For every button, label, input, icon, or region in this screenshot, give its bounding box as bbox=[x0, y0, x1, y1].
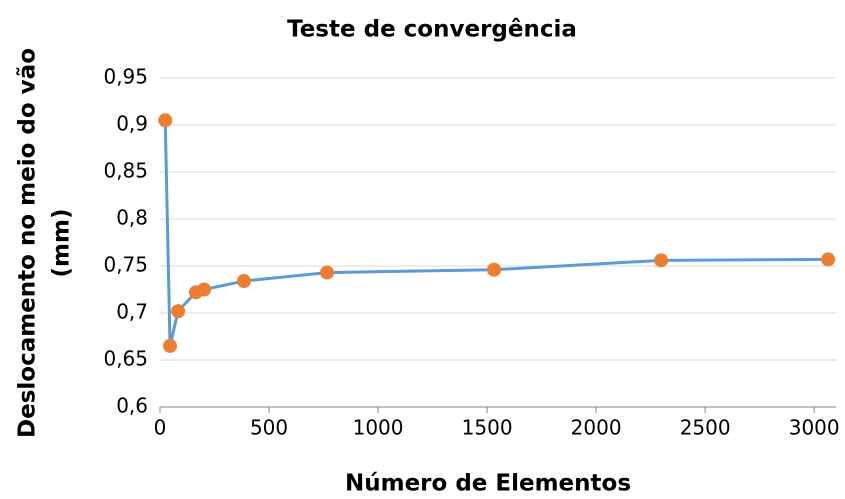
chart-title: Teste de convergência bbox=[287, 17, 577, 43]
x-tick-label: 3000 bbox=[789, 416, 840, 440]
series-line bbox=[163, 120, 829, 348]
x-tick-label: 500 bbox=[250, 416, 288, 440]
y-tick-label: 0,6 bbox=[116, 394, 148, 418]
y-tick-label: 0,85 bbox=[103, 159, 148, 183]
marker bbox=[236, 274, 251, 289]
y-tick-label: 0,65 bbox=[103, 347, 148, 371]
y-tick-label: 0,95 bbox=[103, 65, 148, 89]
y-tick-label: 0,8 bbox=[116, 206, 148, 230]
x-tick-label: 1000 bbox=[353, 416, 404, 440]
y-tick-label: 0,9 bbox=[116, 112, 148, 136]
marker bbox=[197, 282, 212, 297]
marker bbox=[654, 253, 669, 268]
x-tick-label: 2500 bbox=[680, 416, 731, 440]
y-axis-title: (mm) bbox=[49, 209, 75, 278]
marker bbox=[487, 262, 502, 277]
y-axis-title: Deslocamento no meio do vão bbox=[15, 48, 41, 438]
marker bbox=[171, 304, 186, 319]
x-tick-label: 2000 bbox=[571, 416, 622, 440]
x-tick-label: 0 bbox=[154, 416, 167, 440]
marker bbox=[821, 252, 836, 267]
y-tick-label: 0,7 bbox=[116, 300, 148, 324]
marker bbox=[320, 265, 335, 280]
x-tick-label: 1500 bbox=[462, 416, 513, 440]
y-tick-label: 0,75 bbox=[103, 253, 148, 277]
marker bbox=[163, 338, 178, 353]
x-axis-title: Número de Elementos bbox=[345, 471, 631, 497]
marker bbox=[158, 113, 173, 128]
